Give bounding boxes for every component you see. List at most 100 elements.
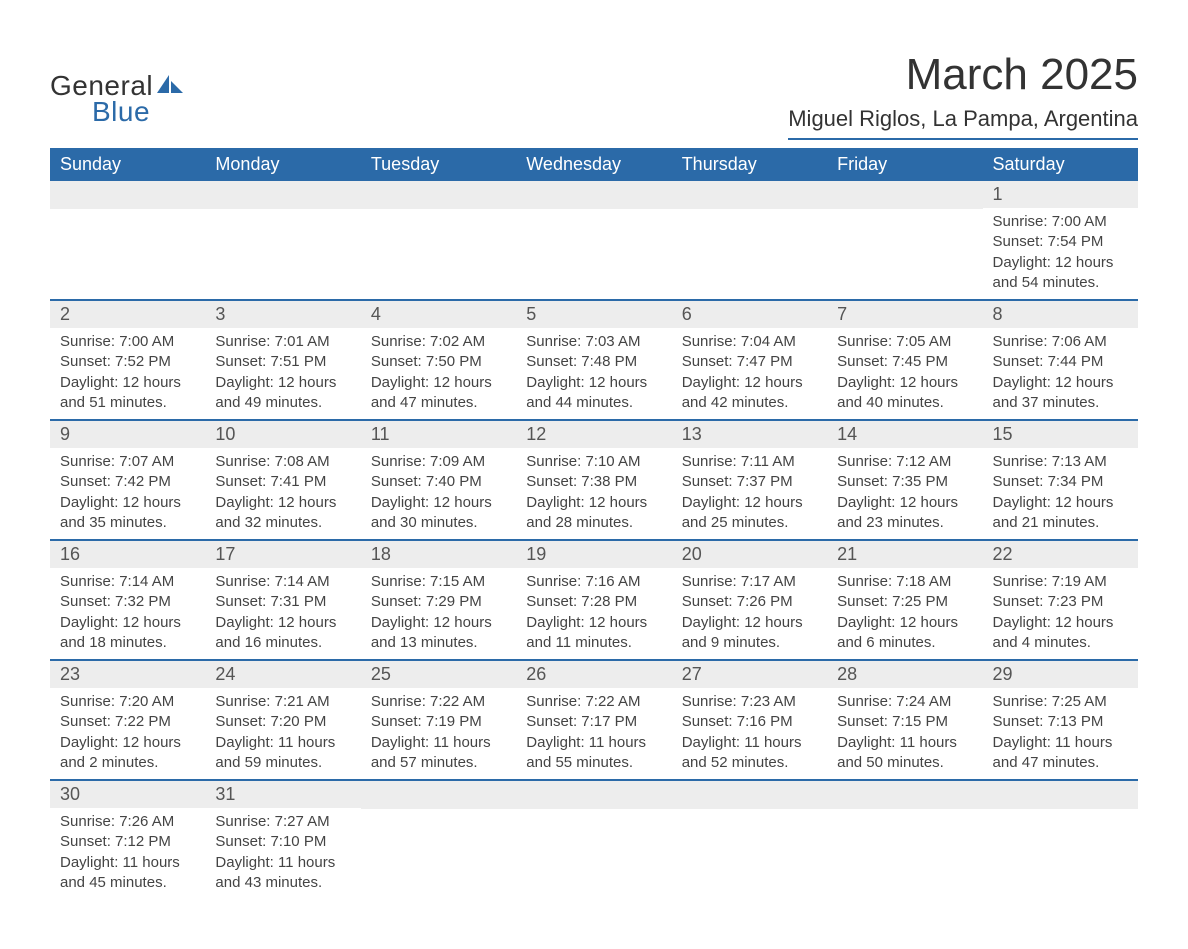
calendar-cell: 16Sunrise: 7:14 AMSunset: 7:32 PMDayligh… [50,540,205,660]
calendar-cell: 9Sunrise: 7:07 AMSunset: 7:42 PMDaylight… [50,420,205,540]
day-details: Sunrise: 7:20 AMSunset: 7:22 PMDaylight:… [50,688,205,779]
daylight-line: Daylight: 12 hours and 47 minutes. [371,373,506,414]
daylight-line: Daylight: 12 hours and 11 minutes. [526,613,661,654]
sunrise-line: Sunrise: 7:04 AM [682,332,817,352]
day-number: 21 [827,541,982,568]
sunset-line: Sunset: 7:50 PM [371,352,506,372]
sunrise-line: Sunrise: 7:21 AM [215,692,350,712]
sunset-line: Sunset: 7:32 PM [60,592,195,612]
day-details: Sunrise: 7:18 AMSunset: 7:25 PMDaylight:… [827,568,982,659]
daylight-line: Daylight: 12 hours and 2 minutes. [60,733,195,774]
sunrise-line: Sunrise: 7:13 AM [993,452,1128,472]
calendar-cell: 13Sunrise: 7:11 AMSunset: 7:37 PMDayligh… [672,420,827,540]
day-details: Sunrise: 7:02 AMSunset: 7:50 PMDaylight:… [361,328,516,419]
day-number: 25 [361,661,516,688]
day-number: 5 [516,301,671,328]
sunrise-line: Sunrise: 7:14 AM [60,572,195,592]
sunset-line: Sunset: 7:45 PM [837,352,972,372]
sunrise-line: Sunrise: 7:24 AM [837,692,972,712]
day-number [827,181,982,209]
calendar-cell [516,181,671,300]
day-number: 16 [50,541,205,568]
sunrise-line: Sunrise: 7:23 AM [682,692,817,712]
day-number [50,181,205,209]
day-details: Sunrise: 7:06 AMSunset: 7:44 PMDaylight:… [983,328,1138,419]
sunrise-line: Sunrise: 7:16 AM [526,572,661,592]
calendar-week-row: 16 Sunrise: 7:14 AMSunset: 7:32 PM Dayligh… [50,540,1138,660]
day-number: 29 [983,661,1138,688]
sunrise-line: Sunrise: 7:18 AM [837,572,972,592]
calendar-cell [516,780,671,899]
calendar-cell: 20Sunrise: 7:17 AMSunset: 7:26 PMDayligh… [672,540,827,660]
day-number: 7 [827,301,982,328]
calendar-cell [205,181,360,300]
day-details: Sunrise: 7:25 AMSunset: 7:13 PMDaylight:… [983,688,1138,779]
day-details: Sunrise: 7:00 AMSunset: 7:52 PMDaylight:… [50,328,205,419]
daylight-line: Daylight: 12 hours and 16 minutes. [215,613,350,654]
calendar-body: 1Sunrise: 7:00 AMSunset: 7:54 PMDaylight… [50,181,1138,899]
day-number [983,781,1138,809]
day-details: Sunrise: 7:04 AMSunset: 7:47 PMDaylight:… [672,328,827,419]
sunrise-line: Sunrise: 7:01 AM [215,332,350,352]
daylight-line: Daylight: 12 hours and 21 minutes. [993,493,1128,534]
day-number: 12 [516,421,671,448]
day-number [205,181,360,209]
calendar-week-row: 2Sunrise: 7:00 AMSunset: 7:52 PMDaylight… [50,300,1138,420]
daylight-line: Daylight: 12 hours and 35 minutes. [60,493,195,534]
sunset-line: Sunset: 7:47 PM [682,352,817,372]
sunrise-line: Sunrise: 7:03 AM [526,332,661,352]
daylight-line: Daylight: 11 hours and 50 minutes. [837,733,972,774]
day-details: Sunrise: 7:22 AMSunset: 7:17 PMDaylight:… [516,688,671,779]
day-details: Sunrise: 7:22 AMSunset: 7:19 PMDaylight:… [361,688,516,779]
header: General Blue March 2025 Miguel Riglos, L… [50,50,1138,140]
calendar-cell: 30Sunrise: 7:26 AMSunset: 7:12 PMDayligh… [50,780,205,899]
calendar-cell [827,181,982,300]
daylight-line: Daylight: 12 hours and 30 minutes. [371,493,506,534]
sunrise-line: Sunrise: 7:00 AM [60,332,195,352]
weekday-header: Monday [205,148,360,181]
day-number: 18 [361,541,516,568]
sunset-line: Sunset: 7:17 PM [526,712,661,732]
sunrise-line: Sunrise: 7:20 AM [60,692,195,712]
sunset-line: Sunset: 7:29 PM [371,592,506,612]
day-number: 8 [983,301,1138,328]
sunset-line: Sunset: 7:44 PM [993,352,1128,372]
calendar-week-row: 1Sunrise: 7:00 AMSunset: 7:54 PMDaylight… [50,181,1138,300]
calendar-cell: 23Sunrise: 7:20 AMSunset: 7:22 PMDayligh… [50,660,205,780]
daylight-line: Daylight: 11 hours and 57 minutes. [371,733,506,774]
sunrise-line: Sunrise: 7:07 AM [60,452,195,472]
sunrise-line: Sunrise: 7:02 AM [371,332,506,352]
day-number: 20 [672,541,827,568]
sunset-line: Sunset: 7:10 PM [215,832,350,852]
calendar-cell: 19Sunrise: 7:16 AMSunset: 7:28 PMDayligh… [516,540,671,660]
calendar-cell: 4Sunrise: 7:02 AMSunset: 7:50 PMDaylight… [361,300,516,420]
calendar-cell: 1Sunrise: 7:00 AMSunset: 7:54 PMDaylight… [983,181,1138,300]
sunrise-line: Sunrise: 7:26 AM [60,812,195,832]
daylight-line: Daylight: 12 hours and 42 minutes. [682,373,817,414]
day-number: 3 [205,301,360,328]
daylight-line: Daylight: 11 hours and 59 minutes. [215,733,350,774]
weekday-header: Thursday [672,148,827,181]
day-number: 4 [361,301,516,328]
calendar-cell: 12Sunrise: 7:10 AMSunset: 7:38 PMDayligh… [516,420,671,540]
calendar-cell: 10Sunrise: 7:08 AMSunset: 7:41 PMDayligh… [205,420,360,540]
sunset-line: Sunset: 7:16 PM [682,712,817,732]
daylight-line: Daylight: 12 hours and 9 minutes. [682,613,817,654]
day-details: Sunrise: 7:15 AMSunset: 7:29 PMDaylight:… [361,568,516,659]
daylight-line: Daylight: 12 hours and 51 minutes. [60,373,195,414]
sunrise-line: Sunrise: 7:27 AM [215,812,350,832]
sunset-line: Sunset: 7:25 PM [837,592,972,612]
day-details: Sunrise: 7:26 AMSunset: 7:12 PMDaylight:… [50,808,205,899]
day-number: 23 [50,661,205,688]
sunset-line: Sunset: 7:12 PM [60,832,195,852]
sunset-line: Sunset: 7:34 PM [993,472,1128,492]
sunrise-line: Sunrise: 7:12 AM [837,452,972,472]
sunrise-line: Sunrise: 7:09 AM [371,452,506,472]
sunrise-line: Sunrise: 7:22 AM [526,692,661,712]
calendar-cell: 17Sunrise: 7:14 AMSunset: 7:31 PMDayligh… [205,540,360,660]
day-details: Sunrise: 7:13 AMSunset: 7:34 PMDaylight:… [983,448,1138,539]
calendar-cell [672,780,827,899]
sunrise-line: Sunrise: 7:06 AM [993,332,1128,352]
weekday-header: Wednesday [516,148,671,181]
daylight-line: Daylight: 12 hours and 44 minutes. [526,373,661,414]
